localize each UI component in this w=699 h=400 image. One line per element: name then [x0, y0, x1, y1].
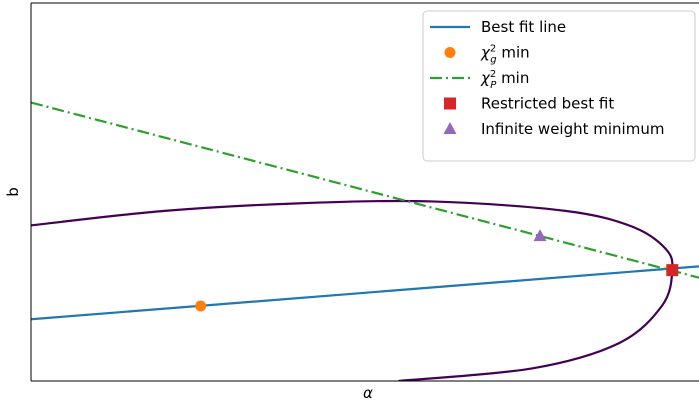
plot-area	[31, 101, 699, 381]
chi2-p-min-line	[31, 101, 699, 279]
x-axis-label: α	[363, 384, 373, 400]
plot-frame	[30, 2, 699, 382]
y-axis-label: b	[4, 187, 22, 197]
legend-handle-triangle	[443, 122, 457, 134]
legend-label: Infinite weight minimum	[481, 120, 664, 138]
legend-box	[422, 10, 696, 162]
legend-label: χ2 P min	[480, 69, 529, 91]
chi2-g-min-point	[195, 300, 207, 312]
legend-handle-square	[444, 97, 456, 110]
legend: Best fit line χ2 g min χ2 P min Restricted be…	[422, 10, 696, 162]
best-fit-line	[31, 265, 699, 321]
infinite-weight-minimum-point	[533, 229, 547, 242]
legend-label: χ2 g min	[480, 44, 530, 66]
legend-label: Restricted best fit	[481, 95, 614, 113]
legend-handle-circle	[444, 47, 456, 58]
legend-label: Best fit line	[481, 18, 566, 36]
restricted-best-fit-point	[666, 264, 679, 277]
confidence-contour	[31, 199, 674, 381]
